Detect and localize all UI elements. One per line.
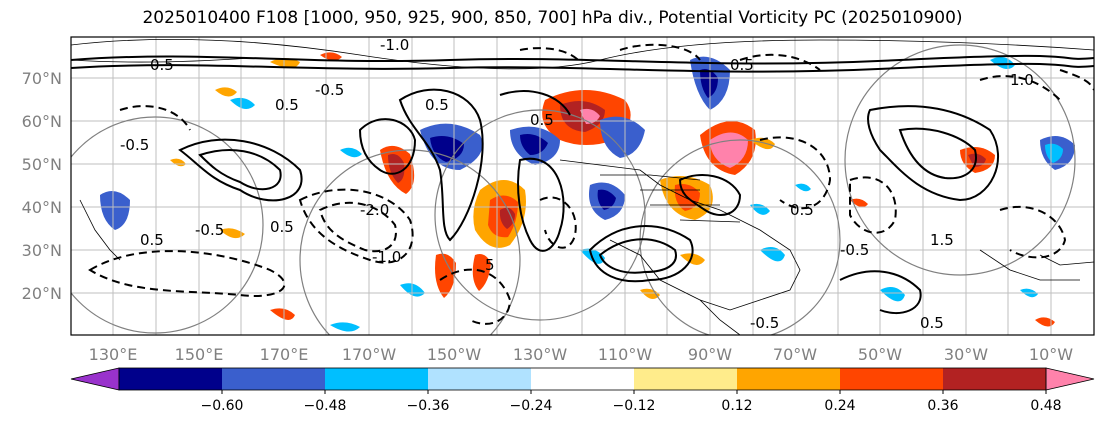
contour-label: 0.5 [275, 96, 299, 114]
contour-label: -0.5 [195, 221, 224, 239]
colorbar: −0.60 −0.48 −0.36 −0.24 −0.12 0.12 0.24 0.36 0.4… [70, 367, 1095, 414]
longitude-labels: 130°E 150°E 170°E 170°W 150°W 130°W 110°… [89, 345, 1074, 364]
contour-label: -1.0 [380, 36, 409, 54]
colorbar-segment [1045, 367, 1095, 391]
contour-label: 0.5 [790, 201, 814, 219]
colorbar-tick-label: 0.12 [721, 398, 752, 414]
lon-label: 130°W [513, 345, 568, 364]
contour-label: 1.5 [930, 231, 954, 249]
map-frame [70, 36, 1095, 336]
contour-label: -0.5 [120, 136, 149, 154]
lat-lon-grid [71, 37, 1094, 335]
lon-label: 90°W [688, 345, 732, 364]
lon-label: 170°E [260, 345, 309, 364]
contour-labels: -1.0 0.5 -0.5 0.5 -0.5 0.5 -0.5 0.5 0.5 … [120, 36, 1034, 332]
colorbar-segment [531, 368, 634, 390]
contour-label: 0.5 [530, 111, 554, 129]
contour-label: 0.5 [140, 231, 164, 249]
lon-label: 110°W [598, 345, 653, 364]
lat-label: 40°N [22, 198, 62, 217]
lat-label: 60°N [22, 112, 62, 131]
contour-label: 0.5 [920, 314, 944, 332]
colorbar-tick-label: −0.60 [201, 398, 244, 414]
colorbar-tick-label: −0.48 [304, 398, 347, 414]
colorbar-segment [222, 368, 325, 390]
colorbar-tick-label: 0.48 [1030, 398, 1061, 414]
colorbar-tick-label: 0.36 [927, 398, 958, 414]
contour-label: -0.5 [840, 241, 869, 259]
colorbar-outline [118, 367, 1047, 391]
lon-label: 30°W [944, 345, 988, 364]
latitude-labels: 70°N 60°N 50°N 40°N 30°N 20°N [22, 69, 62, 303]
colorbar-segment [70, 367, 120, 391]
lon-label: 170°W [342, 345, 397, 364]
colorbar-tick-label: −0.12 [613, 398, 656, 414]
colorbar-tick-label: −0.24 [510, 398, 553, 414]
lon-label: 150°E [175, 345, 224, 364]
contour-label: 1.0 [1010, 71, 1034, 89]
lon-label: 10°W [1029, 345, 1073, 364]
map-title: 2025010400 F108 [1000, 950, 925, 900, 85… [142, 8, 963, 28]
colorbar-segment [325, 368, 428, 390]
shaded-anomalies [100, 52, 1075, 332]
colorbar-tick-label: −0.36 [407, 398, 450, 414]
contour-label: -0.5 [315, 81, 344, 99]
contour-label: -2.0 [360, 201, 389, 219]
lat-label: 20°N [22, 284, 62, 303]
map-plot-area: -1.0 0.5 -0.5 0.5 -0.5 0.5 -0.5 0.5 0.5 … [71, 36, 1094, 335]
contour-label: 0.5 [730, 56, 754, 74]
lon-label: 70°W [773, 345, 817, 364]
colorbar-segment [119, 368, 222, 390]
contour-label: 0.5 [270, 218, 294, 236]
lon-label: 150°W [427, 345, 482, 364]
colorbar-segment [428, 368, 531, 390]
lat-label: 30°N [22, 241, 62, 260]
lat-label: 50°N [22, 155, 62, 174]
lon-label: 130°E [89, 345, 138, 364]
contour-label: 0.5 [150, 56, 174, 74]
colorbar-segment [840, 368, 943, 390]
range-circles [71, 44, 1076, 335]
contour-label: -1.0 [372, 248, 401, 266]
contour-label: 0.5 [425, 96, 449, 114]
contour-label: 5 [485, 256, 495, 274]
colorbar-segment [943, 368, 1046, 390]
negative-contours [88, 43, 1094, 325]
lon-label: 50°W [858, 345, 902, 364]
colorbar-segment [634, 368, 737, 390]
colorbar-tick-label: 0.24 [824, 398, 855, 414]
contour-label: -0.5 [750, 314, 779, 332]
colorbar-segment [737, 368, 840, 390]
positive-contours [71, 54, 1094, 315]
lat-label: 70°N [22, 69, 62, 88]
